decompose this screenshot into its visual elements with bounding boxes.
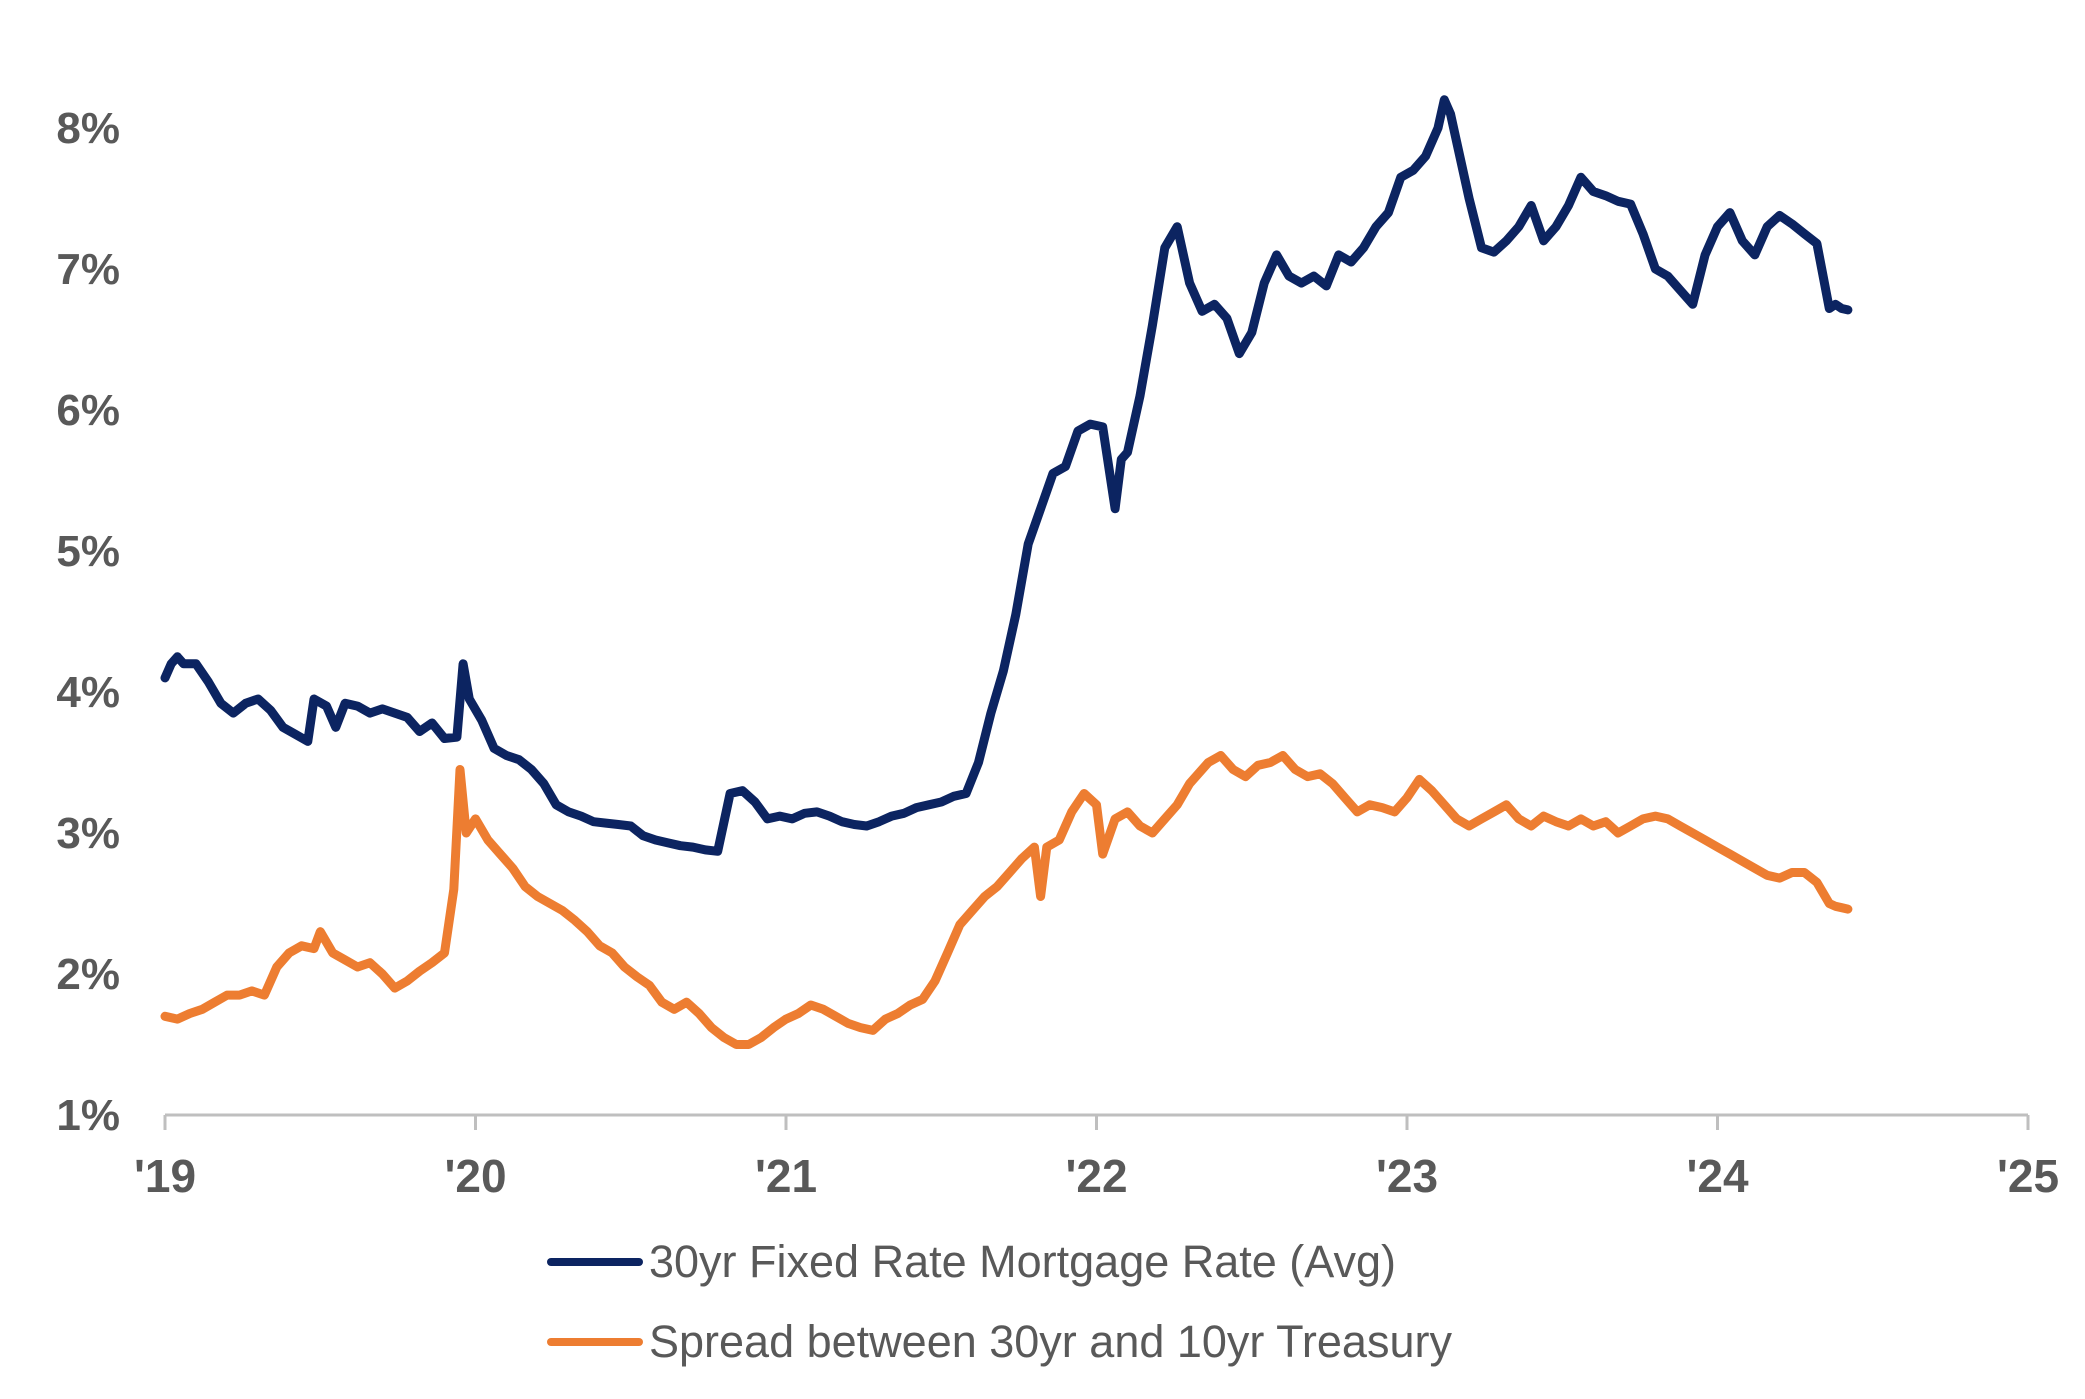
x-tick-label: '21 — [755, 1150, 817, 1202]
series-line-mortgage-rate — [160, 95, 1853, 856]
chart-legend: 30yr Fixed Rate Mortgage Rate (Avg) Spre… — [547, 1222, 1452, 1382]
y-tick-label: 6% — [56, 386, 120, 435]
legend-item-spread: Spread between 30yr and 10yr Treasury — [547, 1302, 1452, 1382]
y-tick-label: 1% — [56, 1091, 120, 1140]
legend-swatch-spread — [547, 1338, 643, 1346]
series-line-spread — [160, 751, 1853, 1049]
x-tick-label: '23 — [1376, 1150, 1438, 1202]
x-tick-label: '24 — [1686, 1150, 1749, 1202]
y-tick-label: 2% — [56, 950, 120, 999]
series-layer — [160, 95, 1853, 1049]
x-axis-tick-labels: '19 '20 '21 '22 '23 '24 '25 — [134, 1150, 2059, 1202]
legend-item-mortgage-rate: 30yr Fixed Rate Mortgage Rate (Avg) — [547, 1222, 1452, 1302]
x-tick-label: '19 — [134, 1150, 196, 1202]
y-tick-label: 4% — [56, 668, 120, 717]
legend-swatch-mortgage-rate — [547, 1258, 643, 1266]
x-tick-label: '22 — [1065, 1150, 1127, 1202]
y-tick-label: 3% — [56, 809, 120, 858]
legend-label-mortgage-rate: 30yr Fixed Rate Mortgage Rate (Avg) — [649, 1236, 1397, 1287]
x-tick-label: '20 — [444, 1150, 506, 1202]
y-tick-label: 8% — [56, 104, 120, 153]
y-tick-label: 7% — [56, 245, 120, 294]
legend-label-spread: Spread between 30yr and 10yr Treasury — [649, 1316, 1452, 1367]
x-tick-label: '25 — [1997, 1150, 2059, 1202]
y-tick-label: 5% — [56, 527, 120, 576]
y-axis-tick-labels: 1% 2% 3% 4% 5% 6% 7% 8% — [56, 104, 120, 1140]
x-axis-tick-marks — [163, 1115, 2030, 1130]
